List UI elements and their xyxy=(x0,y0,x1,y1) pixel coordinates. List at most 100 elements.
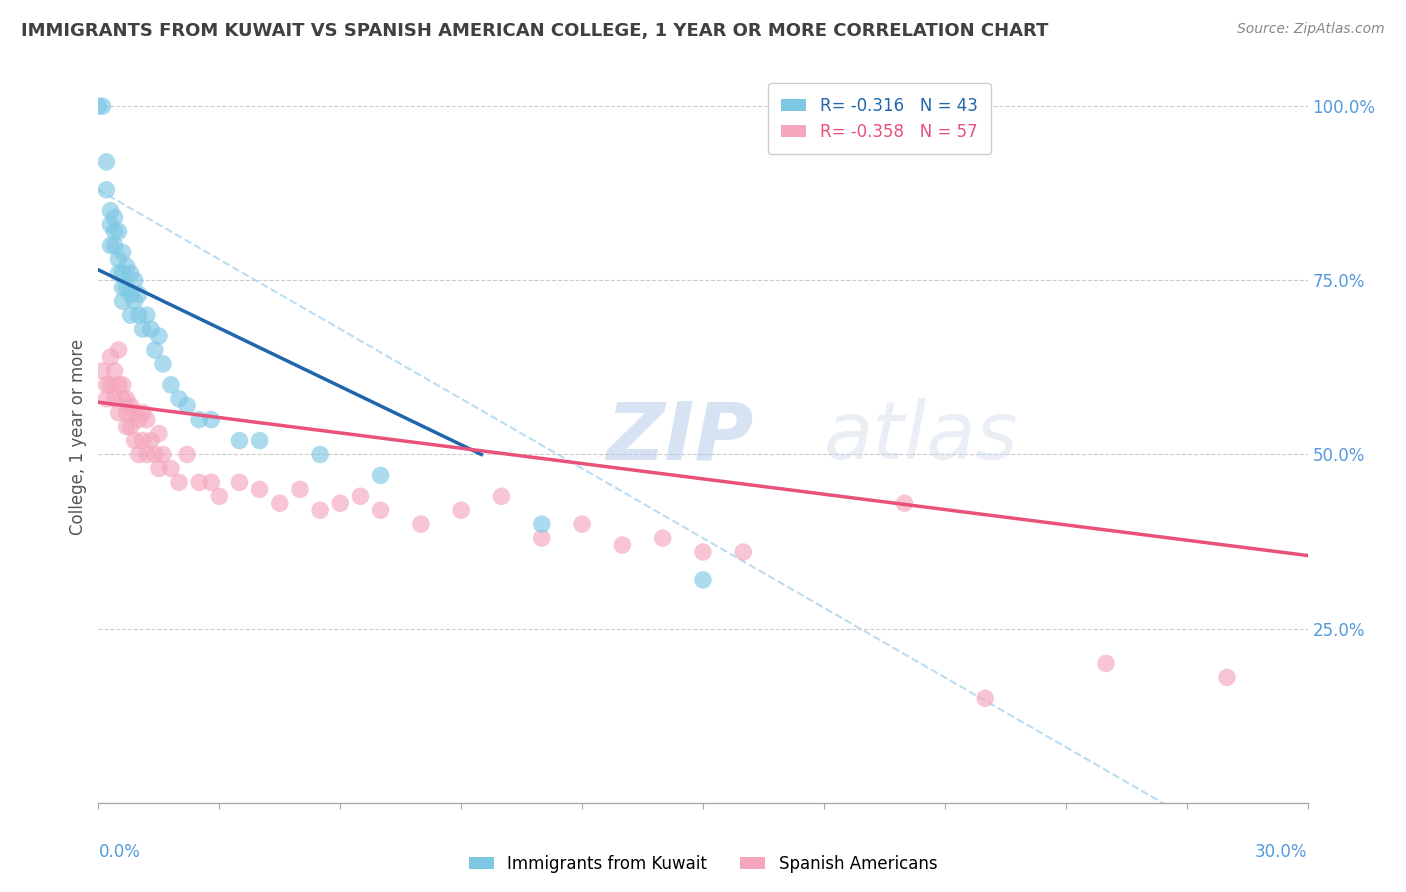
Point xyxy=(135,412,157,426)
Point xyxy=(1095,657,1118,671)
Point xyxy=(409,517,432,532)
Point xyxy=(111,294,134,309)
Point xyxy=(167,475,190,490)
Point xyxy=(200,475,222,490)
Point xyxy=(974,691,997,706)
Text: Source: ZipAtlas.com: Source: ZipAtlas.com xyxy=(1237,22,1385,37)
Point xyxy=(249,483,271,497)
Point xyxy=(100,238,122,252)
Point xyxy=(228,434,250,448)
Point xyxy=(124,434,146,448)
Point xyxy=(450,503,472,517)
Point xyxy=(139,434,162,448)
Point xyxy=(132,406,155,420)
Point xyxy=(176,399,198,413)
Point xyxy=(120,399,142,413)
Point xyxy=(188,412,211,426)
Point xyxy=(100,350,122,364)
Text: ZIP: ZIP xyxy=(606,398,754,476)
Point xyxy=(111,245,134,260)
Point xyxy=(96,377,118,392)
Point xyxy=(91,99,114,113)
Point xyxy=(107,406,129,420)
Point xyxy=(152,448,174,462)
Point xyxy=(208,489,231,503)
Point xyxy=(103,211,125,225)
Point xyxy=(96,183,118,197)
Point xyxy=(132,322,155,336)
Point xyxy=(132,434,155,448)
Text: IMMIGRANTS FROM KUWAIT VS SPANISH AMERICAN COLLEGE, 1 YEAR OR MORE CORRELATION C: IMMIGRANTS FROM KUWAIT VS SPANISH AMERIC… xyxy=(21,22,1049,40)
Point xyxy=(309,448,332,462)
Point xyxy=(893,496,915,510)
Text: 0.0%: 0.0% xyxy=(98,843,141,861)
Point xyxy=(135,448,157,462)
Point xyxy=(128,448,150,462)
Point xyxy=(107,377,129,392)
Point xyxy=(143,343,166,357)
Point xyxy=(692,545,714,559)
Point xyxy=(107,252,129,267)
Point xyxy=(100,377,122,392)
Point xyxy=(152,357,174,371)
Point xyxy=(115,260,138,274)
Point xyxy=(370,503,392,517)
Point xyxy=(491,489,513,503)
Point xyxy=(128,412,150,426)
Point xyxy=(87,99,110,113)
Point xyxy=(370,468,392,483)
Point xyxy=(120,266,142,280)
Text: atlas: atlas xyxy=(824,398,1019,476)
Point xyxy=(228,475,250,490)
Point xyxy=(124,294,146,309)
Point xyxy=(176,448,198,462)
Point xyxy=(139,322,162,336)
Point xyxy=(111,392,134,406)
Point xyxy=(115,392,138,406)
Point xyxy=(107,225,129,239)
Point xyxy=(269,496,291,510)
Point xyxy=(100,218,122,232)
Point xyxy=(128,287,150,301)
Point xyxy=(160,377,183,392)
Point xyxy=(148,426,170,441)
Point xyxy=(103,225,125,239)
Point xyxy=(91,364,114,378)
Point xyxy=(96,392,118,406)
Point xyxy=(120,308,142,322)
Point xyxy=(120,287,142,301)
Point xyxy=(135,308,157,322)
Point xyxy=(288,483,311,497)
Point xyxy=(309,503,332,517)
Point xyxy=(148,329,170,343)
Point xyxy=(100,203,122,218)
Point xyxy=(530,517,553,532)
Y-axis label: College, 1 year or more: College, 1 year or more xyxy=(69,339,87,535)
Point xyxy=(107,343,129,357)
Point xyxy=(115,280,138,294)
Point xyxy=(1216,670,1239,684)
Point xyxy=(692,573,714,587)
Point xyxy=(111,280,134,294)
Point xyxy=(103,238,125,252)
Point xyxy=(612,538,634,552)
Point xyxy=(148,461,170,475)
Point xyxy=(349,489,371,503)
Point xyxy=(167,392,190,406)
Point xyxy=(200,412,222,426)
Point xyxy=(107,266,129,280)
Point xyxy=(124,406,146,420)
Point xyxy=(188,475,211,490)
Point xyxy=(96,155,118,169)
Point xyxy=(651,531,673,545)
Point xyxy=(111,377,134,392)
Point xyxy=(128,308,150,322)
Text: 30.0%: 30.0% xyxy=(1256,843,1308,861)
Point xyxy=(124,273,146,287)
Legend: Immigrants from Kuwait, Spanish Americans: Immigrants from Kuwait, Spanish American… xyxy=(463,848,943,880)
Point xyxy=(329,496,352,510)
Point xyxy=(120,419,142,434)
Point xyxy=(530,531,553,545)
Point xyxy=(571,517,593,532)
Point xyxy=(103,364,125,378)
